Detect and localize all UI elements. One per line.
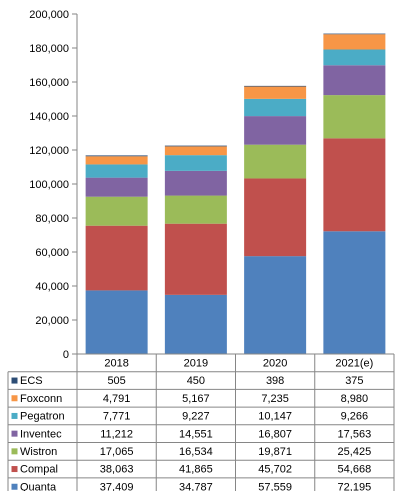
legend-key-compal (11, 466, 18, 473)
legend-label-ecs: ECS (20, 375, 43, 387)
bar-inventec-2020 (244, 116, 307, 145)
data-label: 41,865 (179, 464, 213, 476)
y-axis: 0 20,000 40,000 60,000 80,000 100,000 120,000 1… (29, 9, 78, 361)
data-label: 4,791 (103, 393, 131, 405)
x-tick-label: 2021(e) (335, 358, 373, 370)
data-label: 72,195 (338, 481, 372, 491)
bar-wistron-2019 (164, 195, 227, 224)
y-tick-label: 100,000 (29, 179, 69, 191)
data-label: 375 (345, 375, 363, 387)
x-tick-label: 2019 (184, 358, 208, 370)
bar-quanta-2019 (164, 294, 227, 354)
data-label: 5,167 (182, 393, 210, 405)
y-tick-label: 200,000 (29, 9, 69, 21)
data-label: 450 (187, 375, 205, 387)
y-tick-label: 160,000 (29, 77, 69, 89)
data-label: 11,212 (100, 428, 133, 440)
bar-quanta-2021(e) (323, 231, 386, 354)
legend-label-inventec: Inventec (20, 428, 62, 440)
y-tick-label: 140,000 (29, 111, 69, 123)
y-tick-label: 80,000 (35, 213, 69, 225)
bar-foxconn-2021(e) (323, 34, 386, 50)
bar-compal-2020 (244, 178, 307, 257)
bar-pegatron-2019 (164, 155, 227, 171)
bar-wistron-2021(e) (323, 95, 386, 139)
y-tick-label: 20,000 (35, 315, 69, 327)
data-label: 37,409 (100, 481, 134, 491)
data-label: 38,063 (100, 464, 134, 476)
bar-inventec-2018 (85, 177, 148, 197)
bar-ecs-2021(e) (323, 33, 386, 35)
data-label: 7,235 (261, 393, 289, 405)
data-label: 9,227 (182, 411, 210, 423)
data-label: 25,425 (338, 446, 372, 458)
bar-foxconn-2020 (244, 86, 307, 99)
data-label: 14,551 (179, 428, 213, 440)
data-label: 17,563 (338, 428, 372, 440)
legend-key-inventec (11, 430, 18, 437)
legend-key-ecs (11, 377, 18, 384)
legend-label-compal: Compal (20, 464, 58, 476)
bar-compal-2019 (164, 223, 227, 295)
bar-pegatron-2018 (85, 164, 148, 178)
bar-pegatron-2020 (244, 98, 307, 117)
data-label: 9,266 (341, 411, 369, 423)
bars (85, 33, 386, 354)
data-label: 45,702 (258, 464, 292, 476)
legend-key-quanta (11, 483, 18, 490)
data-label: 57,559 (258, 481, 292, 491)
legend-key-wistron (11, 448, 18, 455)
bar-inventec-2019 (164, 170, 227, 196)
legend-key-pegatron (11, 412, 18, 419)
bar-compal-2018 (85, 225, 148, 291)
legend-key-foxconn (11, 395, 18, 402)
data-label: 34,787 (179, 481, 213, 491)
legend-label-wistron: Wistron (20, 446, 57, 458)
bar-wistron-2020 (244, 144, 307, 179)
bar-quanta-2018 (85, 290, 148, 354)
bar-inventec-2021(e) (323, 65, 386, 96)
data-label: 16,807 (258, 428, 292, 440)
bar-foxconn-2018 (85, 156, 148, 165)
data-label: 7,771 (103, 411, 131, 423)
x-tick-label: 2018 (104, 358, 128, 370)
bar-compal-2021(e) (323, 138, 386, 232)
bar-quanta-2020 (244, 256, 307, 354)
bar-ecs-2019 (164, 145, 227, 147)
bar-foxconn-2019 (164, 146, 227, 156)
data-label: 505 (107, 375, 125, 387)
bar-ecs-2018 (85, 155, 148, 157)
data-label: 19,871 (258, 446, 292, 458)
data-label: 398 (266, 375, 284, 387)
data-label: 8,980 (341, 393, 369, 405)
y-tick-label: 120,000 (29, 145, 69, 157)
legend-label-pegatron: Pegatron (20, 411, 65, 423)
data-label: 17,065 (100, 446, 134, 458)
legend-label-foxconn: Foxconn (20, 393, 62, 405)
data-label: 54,668 (338, 464, 372, 476)
bar-wistron-2018 (85, 196, 148, 226)
data-label: 10,147 (258, 411, 292, 423)
data-label: 16,534 (179, 446, 213, 458)
legend-label-quanta: Quanta (20, 481, 57, 491)
y-tick-label: 40,000 (35, 281, 69, 293)
data-table: 2018 2019 2020 2021(e) ECS 505 450 398 375 Foxcon… (7, 353, 395, 491)
bar-pegatron-2021(e) (323, 49, 386, 66)
bar-ecs-2020 (244, 85, 307, 87)
x-tick-label: 2020 (263, 358, 287, 370)
y-tick-label: 180,000 (29, 43, 69, 55)
y-tick-label: 0 (63, 349, 69, 361)
y-tick-label: 60,000 (35, 247, 69, 259)
